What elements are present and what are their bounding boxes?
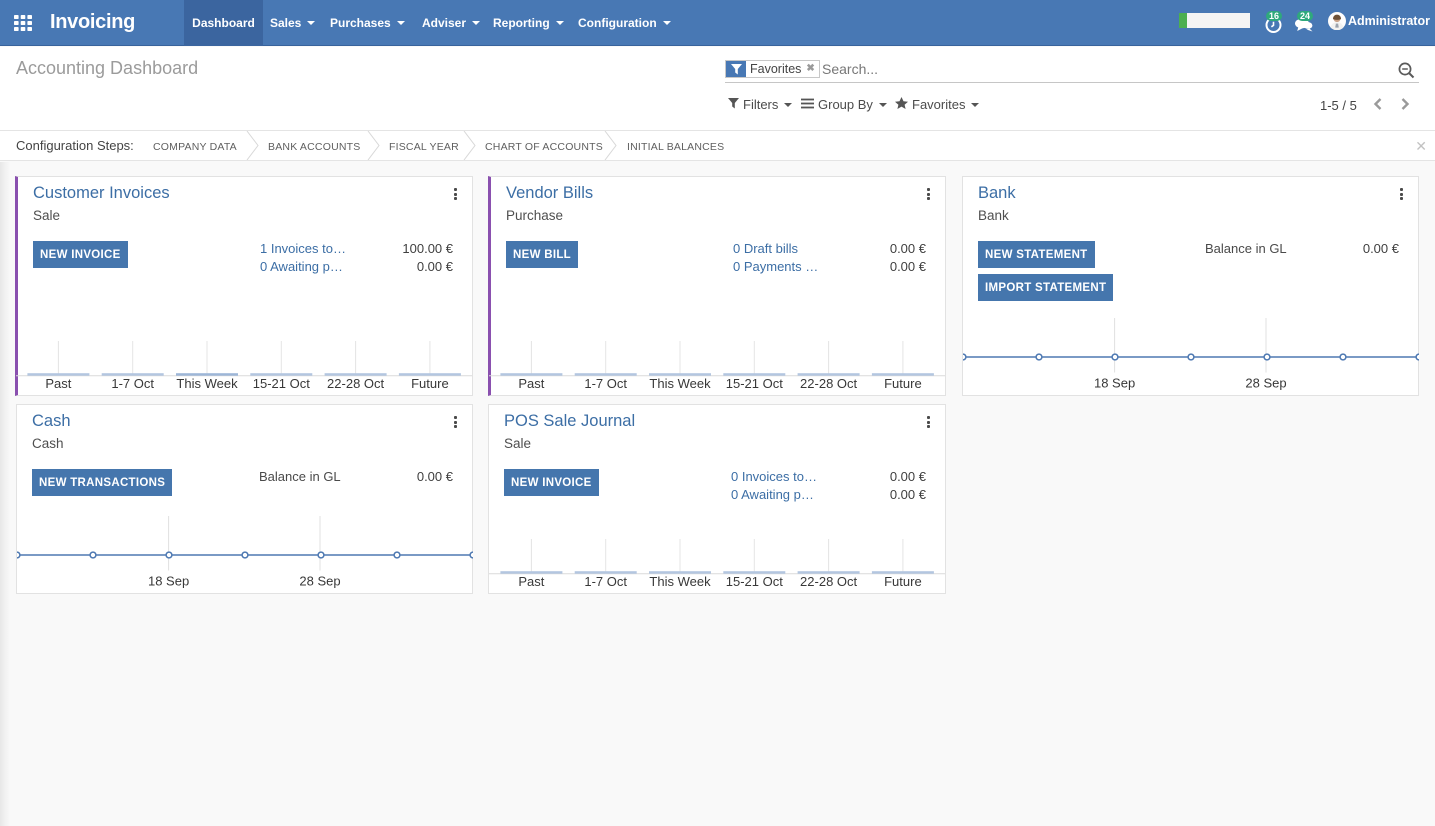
svg-text:28 Sep: 28 Sep [299,574,340,589]
svg-text:22-28 Oct: 22-28 Oct [800,574,857,589]
svg-text:28 Sep: 28 Sep [1245,376,1286,391]
svg-text:Future: Future [884,574,922,589]
svg-text:22-28 Oct: 22-28 Oct [327,376,384,391]
svg-text:15-21 Oct: 15-21 Oct [726,574,783,589]
svg-text:22-28 Oct: 22-28 Oct [800,376,857,391]
svg-text:1-7 Oct: 1-7 Oct [584,574,627,589]
svg-text:This Week: This Week [649,574,711,589]
svg-text:Past: Past [518,574,544,589]
svg-text:Future: Future [884,376,922,391]
svg-text:This Week: This Week [176,376,238,391]
svg-text:1-7 Oct: 1-7 Oct [111,376,154,391]
svg-text:18 Sep: 18 Sep [1094,376,1135,391]
svg-text:Future: Future [411,376,449,391]
svg-text:18 Sep: 18 Sep [148,574,189,589]
svg-text:This Week: This Week [649,376,711,391]
svg-text:Past: Past [45,376,71,391]
svg-text:15-21 Oct: 15-21 Oct [726,376,783,391]
svg-text:Past: Past [518,376,544,391]
svg-text:1-7 Oct: 1-7 Oct [584,376,627,391]
svg-text:15-21 Oct: 15-21 Oct [253,376,310,391]
